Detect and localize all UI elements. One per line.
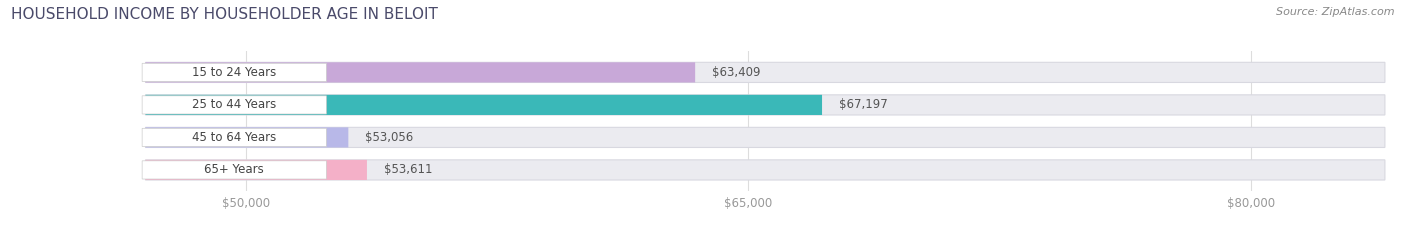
FancyBboxPatch shape (142, 161, 326, 179)
Text: $53,056: $53,056 (366, 131, 413, 144)
FancyBboxPatch shape (142, 128, 326, 147)
Text: 15 to 24 Years: 15 to 24 Years (193, 66, 277, 79)
FancyBboxPatch shape (145, 160, 1385, 180)
FancyBboxPatch shape (142, 96, 326, 114)
Text: HOUSEHOLD INCOME BY HOUSEHOLDER AGE IN BELOIT: HOUSEHOLD INCOME BY HOUSEHOLDER AGE IN B… (11, 7, 439, 22)
Text: Source: ZipAtlas.com: Source: ZipAtlas.com (1277, 7, 1395, 17)
Text: 45 to 64 Years: 45 to 64 Years (193, 131, 277, 144)
FancyBboxPatch shape (145, 160, 367, 180)
Text: 65+ Years: 65+ Years (204, 163, 264, 176)
Text: 25 to 44 Years: 25 to 44 Years (193, 98, 277, 111)
FancyBboxPatch shape (145, 62, 695, 82)
FancyBboxPatch shape (145, 95, 1385, 115)
FancyBboxPatch shape (145, 127, 349, 147)
FancyBboxPatch shape (142, 63, 326, 82)
FancyBboxPatch shape (145, 127, 1385, 147)
Text: $53,611: $53,611 (384, 163, 432, 176)
Text: $67,197: $67,197 (839, 98, 887, 111)
FancyBboxPatch shape (145, 62, 1385, 82)
Text: $63,409: $63,409 (711, 66, 761, 79)
FancyBboxPatch shape (145, 95, 823, 115)
